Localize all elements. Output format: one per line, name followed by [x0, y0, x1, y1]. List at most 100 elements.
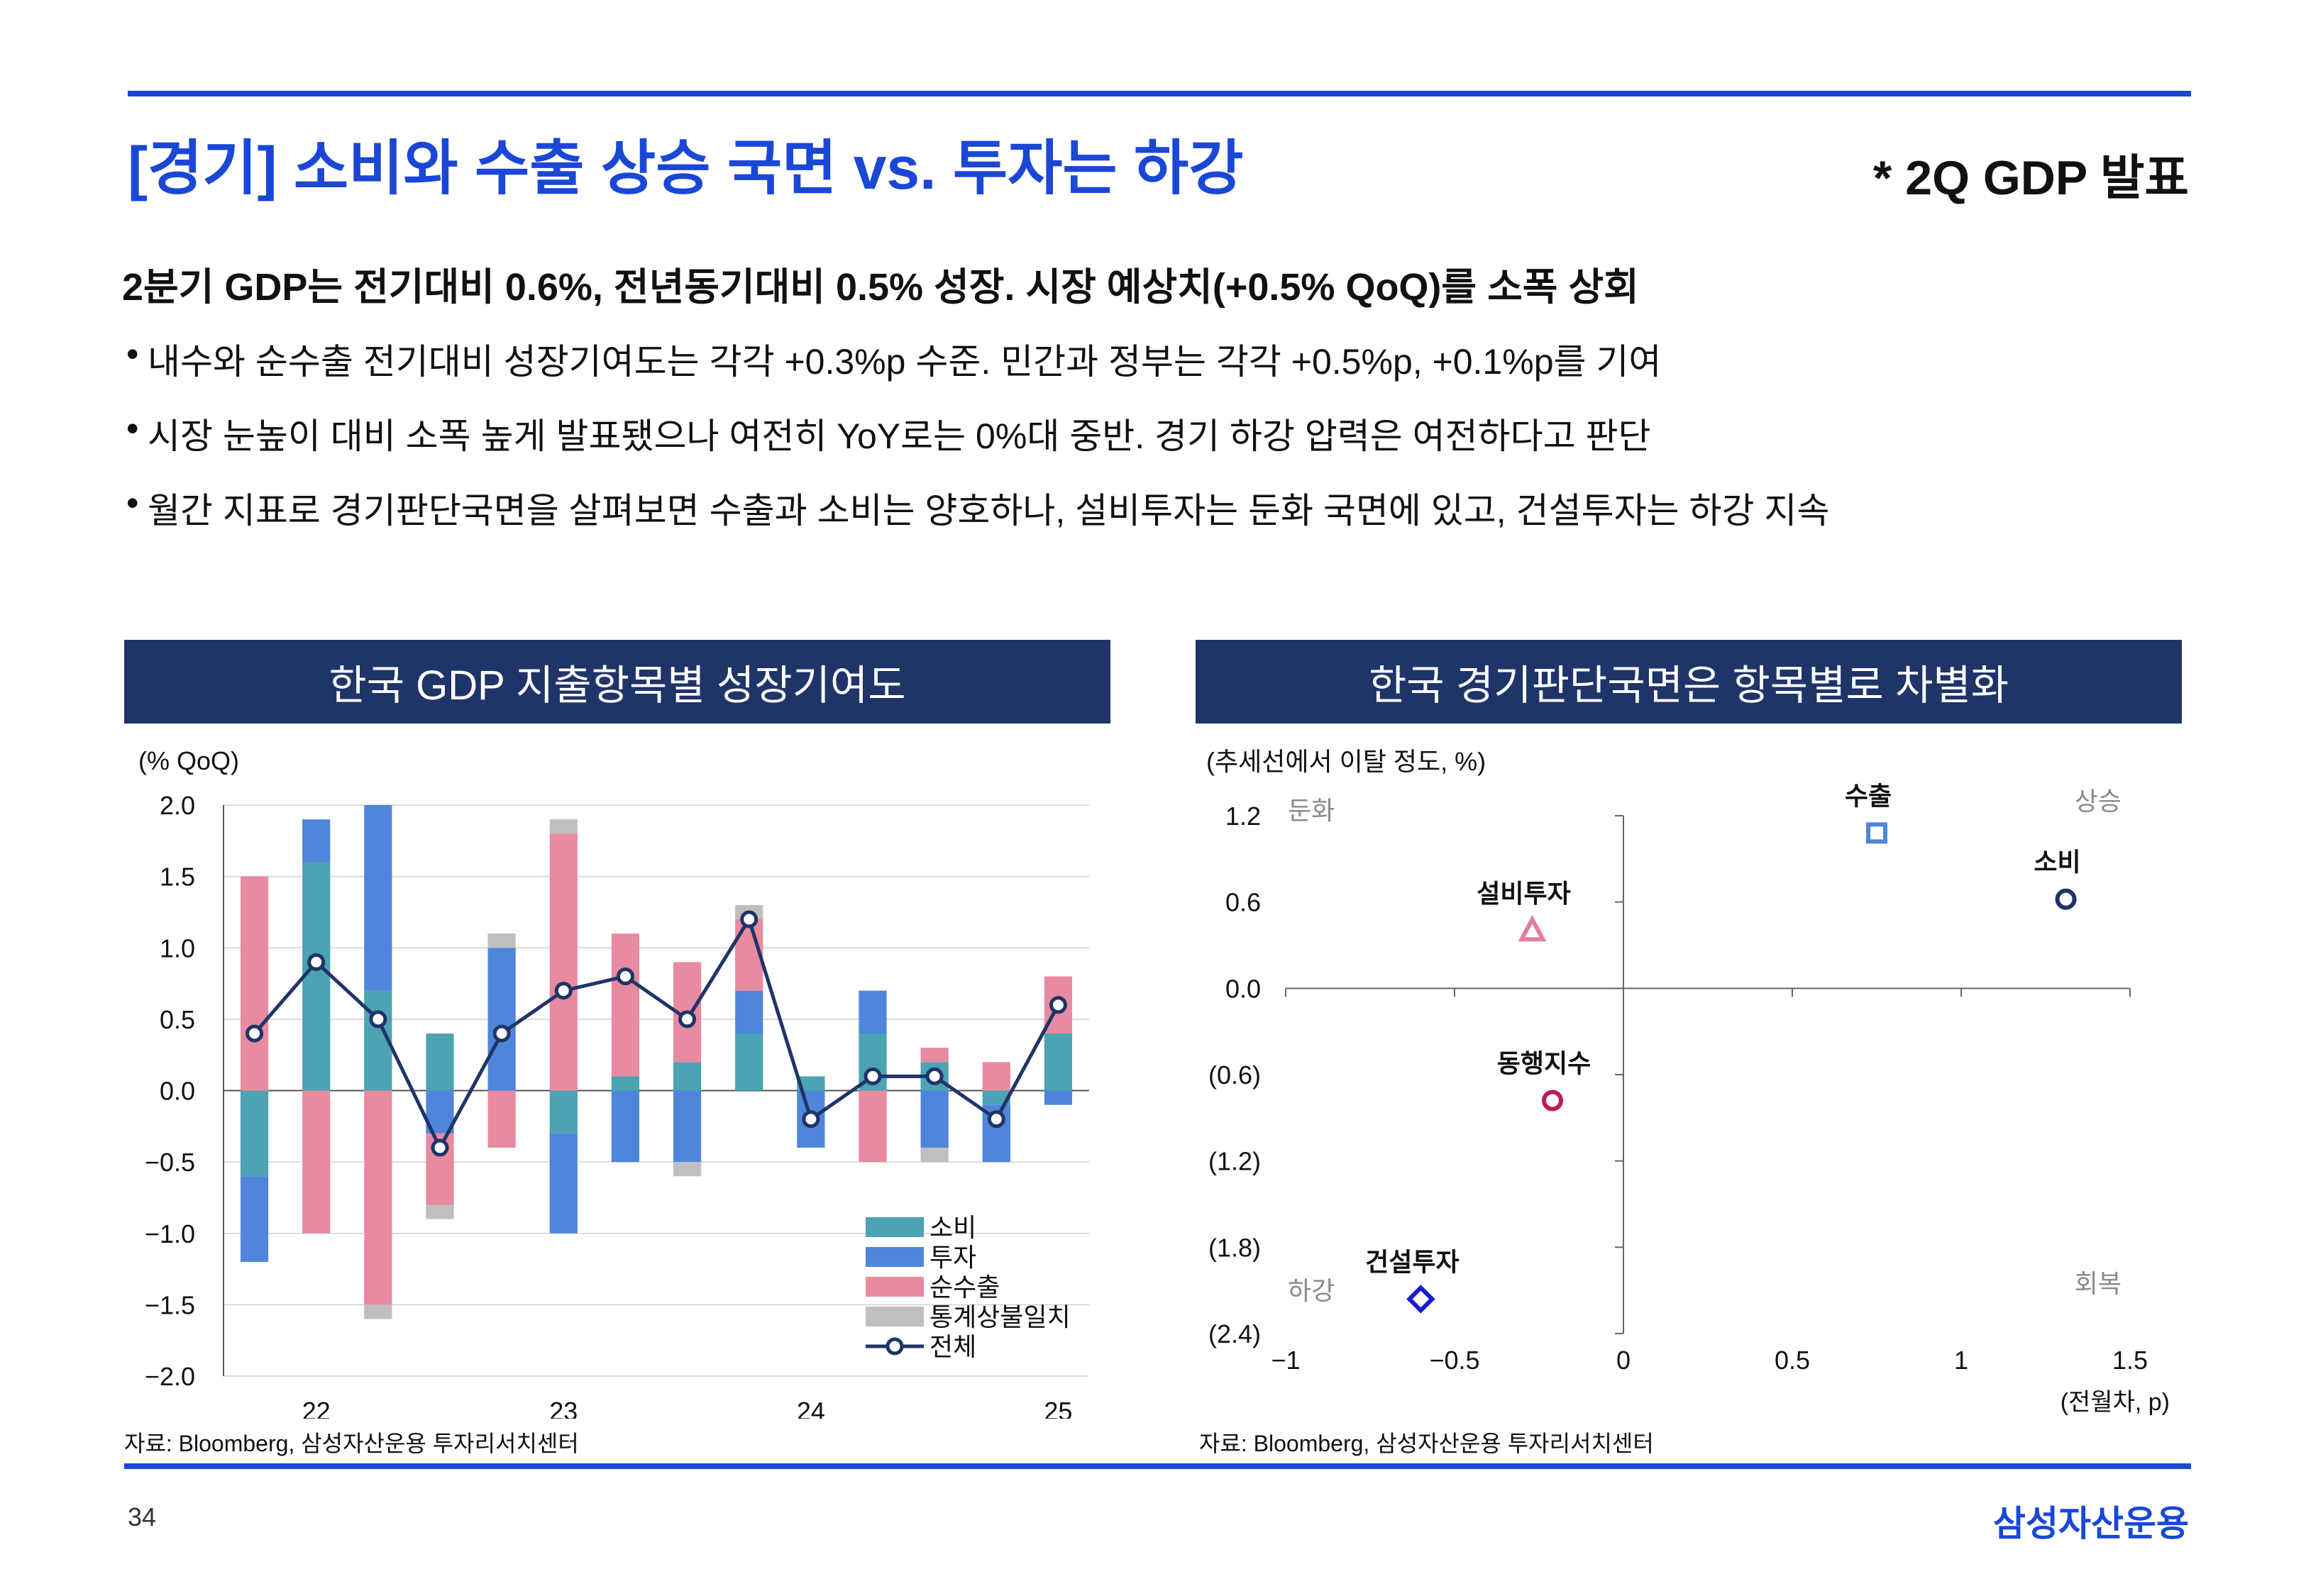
y-tick-label: 1.0: [160, 933, 195, 963]
x-tick-label: 0.5: [1775, 1346, 1810, 1375]
bar-segment: [549, 1090, 578, 1134]
legend-swatch: [866, 1277, 924, 1297]
point-marker: [1518, 914, 1547, 942]
bar-segment: [364, 1090, 392, 1305]
total-point: [369, 1010, 387, 1029]
legend-swatch: [866, 1307, 924, 1326]
bottom-rule: [124, 1463, 2191, 1469]
y-tick-label: 1.2: [1225, 802, 1261, 831]
right-chart-y-unit: (추세선에서 이탈 정도, %): [1206, 747, 1486, 776]
bullet-item: 내수와 순수출 전기대비 성장기여도는 각각 +0.3%p 수준. 민간과 정부…: [126, 333, 1661, 384]
y-tick-label: 0.6: [1225, 888, 1261, 917]
business-cycle-scatter: 1.2 0.6 0.0 (0.6) (1.2) (1.8) (2.4) −1 −0.5 0 0.5 1…: [1208, 781, 2170, 1416]
bar-segment: [549, 833, 578, 1091]
total-point: [987, 1110, 1005, 1129]
bullet-item: 시장 눈높이 대비 소폭 높게 발표됐으나 여전히 YoY로는 0%대 중반. …: [126, 408, 1651, 459]
y-tick-label: (0.6): [1208, 1060, 1261, 1090]
y-tick-label: 2.0: [160, 791, 195, 820]
y-tick-label: (1.8): [1208, 1233, 1261, 1262]
page-number: 34: [128, 1502, 157, 1531]
quadrant-label-contraction: 하강: [1288, 1276, 1335, 1305]
bar-segment: [673, 1090, 702, 1163]
bar-segment: [487, 933, 516, 948]
total-point: [246, 1024, 264, 1043]
legend-label: 소비: [929, 1213, 976, 1242]
point-label: 동행지수: [1497, 1049, 1591, 1078]
legend-swatch: [866, 1217, 924, 1237]
bar-segment: [302, 819, 331, 863]
x-tick-label: −0.5: [1429, 1346, 1479, 1375]
bar-segment: [426, 1204, 454, 1219]
left-chart-title: 한국 GDP 지출항목별 성장기여도: [124, 640, 1110, 724]
bar-segment: [426, 1033, 454, 1091]
bar-segment: [549, 1133, 578, 1234]
total-point: [925, 1067, 944, 1085]
slide-title: [경기] 소비와 수출 상승 국면 vs. 투자는 하강: [128, 135, 1244, 201]
bar-segment: [611, 1090, 640, 1163]
gdp-contribution-chart: 2.0 1.5 1.0 0.5 0.0 −0.5 −1.0 −1.5 −2.0 22 23 24 25 소…: [145, 791, 1089, 1419]
total-point: [1049, 996, 1067, 1014]
x-tick-label: 24: [797, 1397, 825, 1419]
y-tick-label: −0.5: [145, 1148, 195, 1177]
x-tick-label: −1: [1271, 1346, 1300, 1375]
x-tick-label: 23: [549, 1397, 578, 1419]
y-tick-label: (2.4): [1208, 1319, 1261, 1348]
bar-segment: [735, 1033, 763, 1091]
bar-segment: [797, 1076, 825, 1091]
y-tick-label: 1.5: [160, 863, 195, 892]
right-chart-title: 한국 경기판단국면은 항목별로 차별화: [1196, 640, 2182, 724]
total-point: [740, 910, 758, 929]
bar-segment: [1044, 1033, 1073, 1091]
quadrant-label-expansion: 상승: [2075, 787, 2122, 816]
brand-logo-text: 삼성자산운용: [1993, 1504, 2189, 1544]
bar-segment: [673, 1162, 702, 1177]
legend-label: 전체: [929, 1332, 976, 1361]
bar-segment: [302, 862, 331, 1091]
point-marker: [2055, 888, 2077, 910]
x-unit-label: (전월차, p): [2060, 1389, 2170, 1416]
gdp-release-tag: * 2Q GDP 발표: [1872, 151, 2189, 205]
bar-segment: [240, 1176, 269, 1262]
y-tick-label: 0.0: [1225, 974, 1261, 1003]
x-tick-label: 1.5: [2112, 1346, 2148, 1375]
bar-segment: [920, 1048, 949, 1063]
x-tick-label: 0: [1616, 1346, 1631, 1375]
bar-segment: [240, 876, 269, 1091]
bar-segment: [240, 1090, 269, 1177]
point-marker: [1542, 1090, 1564, 1112]
point-marker: [1866, 822, 1887, 844]
total-point: [431, 1138, 449, 1157]
total-point: [864, 1067, 882, 1085]
bar-segment: [982, 1062, 1010, 1091]
right-chart-source: 자료: Bloomberg, 삼성자산운용 투자리서치센터: [1199, 1431, 1654, 1456]
point-label: 소비: [2034, 848, 2080, 877]
bar-segment: [611, 1076, 640, 1091]
total-point: [616, 968, 634, 985]
legend-swatch: [866, 1247, 924, 1267]
bar-segment: [364, 805, 392, 991]
total-point: [802, 1110, 820, 1129]
bullet-item: 월간 지표로 경기판단국면을 살펴보면 수출과 소비는 양호하나, 설비투자는 …: [126, 482, 1829, 533]
legend-label: 순수출: [929, 1273, 1000, 1302]
left-chart-source: 자료: Bloomberg, 삼성자산운용 투자리서치센터: [124, 1431, 579, 1456]
bar-segment: [673, 1062, 702, 1091]
quadrant-label-slowdown: 둔화: [1288, 796, 1335, 825]
total-point: [554, 982, 573, 1000]
top-rule: [128, 91, 2191, 96]
legend-label: 투자: [929, 1243, 976, 1272]
total-line: [253, 915, 1060, 1152]
bar-segment: [920, 1090, 949, 1148]
total-point: [307, 953, 326, 971]
point-label: 수출: [1845, 781, 1892, 810]
x-tick-label: 22: [302, 1397, 331, 1419]
y-tick-label: −1.0: [145, 1219, 195, 1248]
point-label: 건설투자: [1365, 1247, 1459, 1276]
y-tick-label: −1.5: [145, 1290, 195, 1319]
legend-label: 통계상불일치: [929, 1302, 1071, 1331]
point-marker: [1406, 1285, 1435, 1314]
bar-segment: [1044, 1090, 1073, 1105]
bar-segment: [982, 1090, 1010, 1105]
bar-segment: [611, 933, 640, 1077]
total-point: [678, 1010, 697, 1029]
bar-segment: [364, 1304, 392, 1319]
